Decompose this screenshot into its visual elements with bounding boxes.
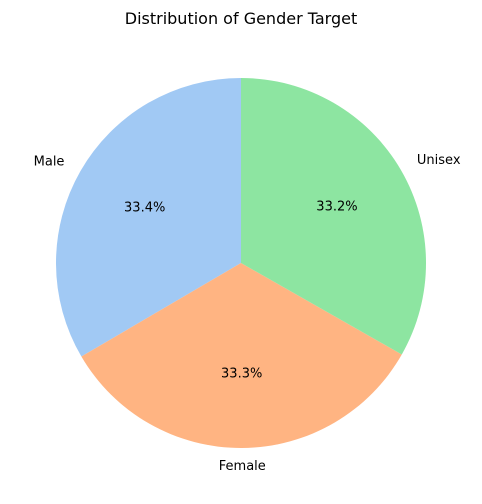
pie-pct-male: 33.4% bbox=[124, 200, 165, 215]
pie-slice-unisex bbox=[241, 78, 426, 355]
pie-label-unisex: Unisex bbox=[417, 153, 461, 168]
pie-slice-male bbox=[55, 78, 241, 357]
pie-slices bbox=[55, 78, 426, 448]
pie-pct-unisex: 33.2% bbox=[316, 200, 357, 215]
pie-labels: Male 33.4% Female 33.3% Unisex 33.2% bbox=[34, 153, 461, 474]
pie-label-female: Female bbox=[219, 459, 266, 474]
pie-slice-female bbox=[81, 263, 402, 448]
pie-pct-female: 33.3% bbox=[221, 366, 262, 381]
chart-title: Distribution of Gender Target bbox=[125, 9, 357, 28]
pie-label-male: Male bbox=[34, 154, 65, 169]
